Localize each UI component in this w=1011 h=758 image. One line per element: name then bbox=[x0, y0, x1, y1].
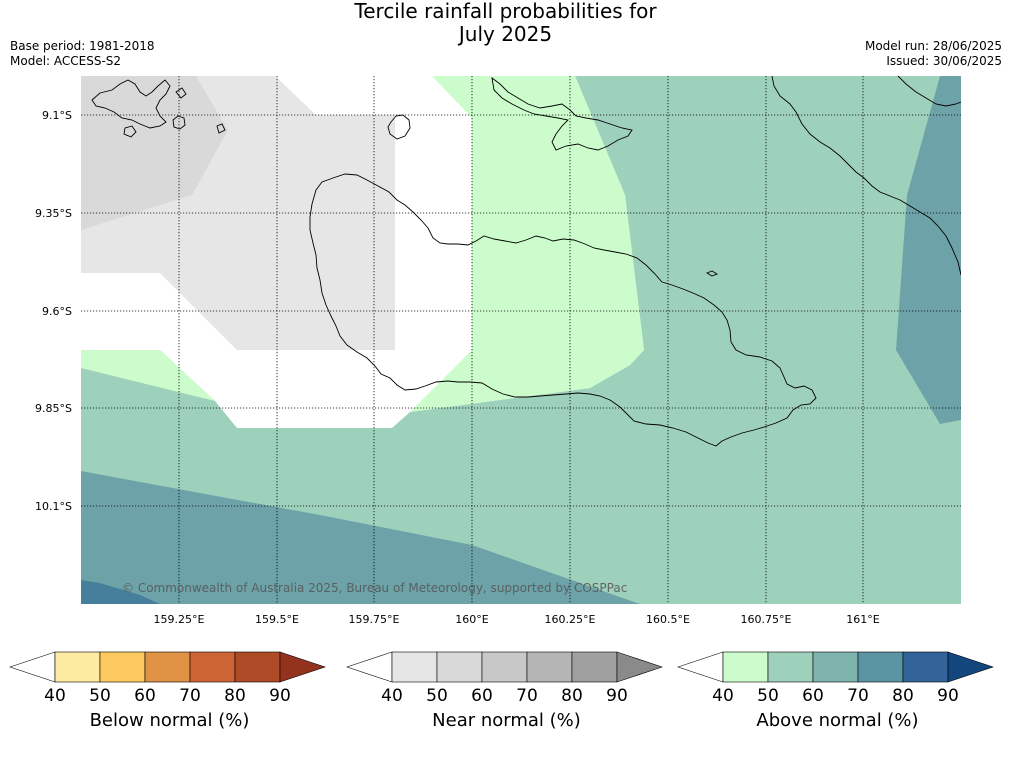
legend-over-triangle bbox=[947, 651, 994, 683]
legend-color-segment bbox=[54, 651, 101, 683]
lat-label-9-6: 9.6°S bbox=[42, 305, 72, 318]
legend-label: Below normal (%) bbox=[90, 710, 250, 731]
lon-label-159-25: 159.25°E bbox=[154, 613, 205, 626]
legend-tick-label: 90 bbox=[606, 686, 628, 706]
lat-label-9-85: 9.85°S bbox=[35, 402, 72, 415]
legend-color-segment bbox=[144, 651, 191, 683]
above-normal-50-zone bbox=[81, 76, 961, 604]
legend-color-segment bbox=[857, 651, 904, 683]
legend-tick-label: 70 bbox=[516, 686, 538, 706]
lat-label-9-35: 9.35°S bbox=[35, 207, 72, 220]
malaita-coastline bbox=[771, 76, 961, 276]
lon-label-160-75: 160.75°E bbox=[741, 613, 792, 626]
malaita-north-coastline bbox=[897, 76, 961, 107]
islet-coastline bbox=[705, 270, 719, 277]
legend-tick-label: 50 bbox=[757, 686, 779, 706]
legend-color-segment bbox=[436, 651, 483, 683]
legend-over-triangle bbox=[279, 651, 326, 683]
legend-color-segment bbox=[571, 651, 618, 683]
lat-label-10-1: 10.1°S bbox=[35, 500, 72, 513]
lon-label-160-25: 160.25°E bbox=[545, 613, 596, 626]
gridlines bbox=[81, 76, 961, 604]
legend-tick-label: 60 bbox=[471, 686, 493, 706]
legend-near-normal: 40 50 60 70 80 90 Near normal (%) bbox=[346, 651, 663, 731]
legend-color-segment bbox=[902, 651, 949, 683]
meta-left: Base period: 1981-2018 Model: ACCESS-S2 bbox=[10, 39, 155, 69]
legend-tick-label: 80 bbox=[224, 686, 246, 706]
legend-tick-label: 50 bbox=[89, 686, 111, 706]
probability-zones bbox=[81, 76, 961, 604]
guadalcanal-coastline bbox=[309, 173, 817, 447]
legend-color-segment bbox=[767, 651, 814, 683]
russell-islands-coastline bbox=[91, 79, 171, 129]
title-line-1: Tercile rainfall probabilities for bbox=[354, 0, 657, 23]
lon-label-161: 161°E bbox=[846, 613, 879, 626]
legend-tick-label: 90 bbox=[269, 686, 291, 706]
copyright-notice: © Commonwealth of Australia 2025, Bureau… bbox=[122, 581, 627, 595]
legend-tick-label: 70 bbox=[847, 686, 869, 706]
base-period-text: Base period: 1981-2018 bbox=[10, 39, 155, 53]
legend-tick-label: 80 bbox=[561, 686, 583, 706]
russell-islet-2-coastline bbox=[123, 125, 137, 138]
legend-above-normal: 40 50 60 70 80 90 Above normal (%) bbox=[677, 651, 994, 731]
latitude-labels: 9.1°S 9.35°S 9.6°S 9.85°S 10.1°S bbox=[35, 109, 72, 513]
title-line-2: July 2025 bbox=[458, 22, 553, 46]
model-run-text: Model run: 28/06/2025 bbox=[864, 39, 1002, 53]
legend-label: Near normal (%) bbox=[432, 710, 581, 731]
legend-under-triangle bbox=[346, 651, 393, 683]
legend-below-normal: 40 50 60 70 80 90 Below normal (%) bbox=[9, 651, 326, 731]
russell-islet-3-coastline bbox=[175, 87, 187, 99]
legend-color-segment bbox=[234, 651, 281, 683]
legend-tick-label: 70 bbox=[179, 686, 201, 706]
chart-title: Tercile rainfall probabilities for July … bbox=[0, 0, 1011, 46]
above-normal-40-zone-west bbox=[81, 350, 215, 401]
longitude-labels: 159.25°E 159.5°E 159.75°E 160°E 160.25°E… bbox=[154, 613, 880, 626]
legend-under-triangle bbox=[677, 651, 724, 683]
legend-color-segment bbox=[722, 651, 769, 683]
meta-right: Model run: 28/06/2025 Issued: 30/06/2025 bbox=[865, 39, 1002, 69]
legend-color-segment bbox=[481, 651, 528, 683]
nggela-islands-coastline bbox=[491, 76, 633, 151]
model-text: Model: ACCESS-S2 bbox=[10, 54, 122, 68]
legend-color-segment bbox=[189, 651, 236, 683]
lon-label-159-75: 159.75°E bbox=[349, 613, 400, 626]
savo-island-coastline bbox=[387, 114, 411, 140]
legend-color-segment bbox=[99, 651, 146, 683]
russell-islet-4-coastline bbox=[216, 123, 226, 134]
above-normal-70-zone-east bbox=[896, 76, 961, 424]
legend-tick-label: 80 bbox=[892, 686, 914, 706]
above-normal-80-zone bbox=[81, 580, 160, 604]
issued-text: Issued: 30/06/2025 bbox=[886, 54, 1002, 68]
legend-color-segment bbox=[812, 651, 859, 683]
legend-under-triangle bbox=[9, 651, 56, 683]
above-normal-70-zone-south bbox=[81, 471, 640, 604]
lon-label-160: 160°E bbox=[455, 613, 488, 626]
coastlines bbox=[91, 76, 961, 447]
above-normal-40-zone bbox=[410, 76, 644, 412]
legend-color-segment bbox=[526, 651, 573, 683]
lon-label-159-5: 159.5°E bbox=[255, 613, 299, 626]
legend-tick-label: 40 bbox=[381, 686, 403, 706]
lat-label-9-1: 9.1°S bbox=[42, 109, 72, 122]
legend-label: Above normal (%) bbox=[756, 710, 918, 731]
legend-tick-label: 90 bbox=[937, 686, 959, 706]
legend-tick-label: 40 bbox=[44, 686, 66, 706]
legend-tick-label: 40 bbox=[712, 686, 734, 706]
legend-tick-label: 50 bbox=[426, 686, 448, 706]
russell-islets-coastline bbox=[172, 115, 186, 130]
legend-tick-label: 60 bbox=[802, 686, 824, 706]
lon-label-160-5: 160.5°E bbox=[646, 613, 690, 626]
legend-over-triangle bbox=[616, 651, 663, 683]
legend-tick-label: 60 bbox=[134, 686, 156, 706]
legend-color-segment bbox=[391, 651, 438, 683]
